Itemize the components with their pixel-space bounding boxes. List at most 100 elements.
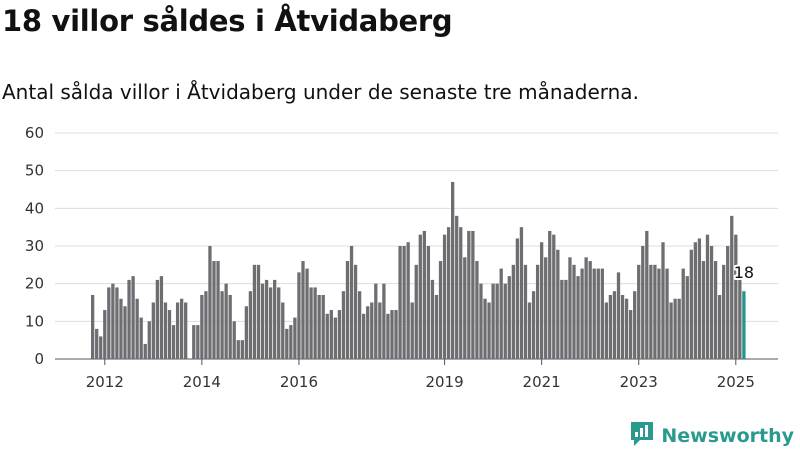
bar bbox=[738, 276, 742, 359]
bar bbox=[600, 268, 604, 359]
bar bbox=[717, 294, 722, 359]
bar bbox=[155, 279, 160, 359]
bar bbox=[374, 283, 378, 359]
bar bbox=[406, 242, 410, 359]
bar bbox=[519, 227, 524, 359]
bar bbox=[446, 227, 451, 359]
bar bbox=[608, 294, 613, 359]
y-tick-label: 40 bbox=[25, 199, 44, 217]
y-tick-label: 50 bbox=[25, 162, 44, 180]
bar bbox=[91, 294, 95, 359]
bar bbox=[167, 310, 172, 359]
bar bbox=[179, 298, 184, 359]
bar bbox=[426, 246, 431, 359]
bar bbox=[268, 287, 273, 359]
bar bbox=[612, 291, 617, 359]
bar bbox=[507, 276, 511, 359]
bar bbox=[479, 283, 483, 359]
bar bbox=[645, 230, 649, 359]
bar bbox=[390, 310, 394, 359]
bar bbox=[697, 238, 702, 359]
bar bbox=[451, 181, 455, 359]
bar bbox=[628, 310, 633, 359]
bar bbox=[673, 298, 677, 359]
bar bbox=[487, 302, 491, 359]
bar bbox=[264, 279, 269, 359]
bar bbox=[701, 261, 706, 359]
bar bbox=[135, 298, 139, 359]
bar bbox=[491, 283, 495, 359]
bar bbox=[515, 238, 520, 359]
bar bbox=[277, 287, 281, 359]
bar bbox=[127, 279, 131, 359]
bar bbox=[402, 246, 406, 359]
bar bbox=[669, 302, 673, 359]
bar bbox=[212, 261, 216, 359]
bar bbox=[341, 291, 346, 359]
bar bbox=[285, 328, 289, 359]
bar bbox=[572, 264, 576, 359]
bar bbox=[657, 268, 661, 359]
bar bbox=[394, 310, 398, 359]
bar bbox=[665, 268, 669, 359]
bar bbox=[730, 215, 734, 359]
bar bbox=[99, 336, 103, 359]
bar bbox=[228, 294, 232, 359]
y-tick-label: 30 bbox=[25, 237, 44, 255]
bar bbox=[273, 279, 277, 359]
bar bbox=[103, 310, 107, 359]
bar bbox=[434, 294, 439, 359]
bar bbox=[382, 283, 386, 359]
bar bbox=[216, 261, 220, 359]
bar bbox=[236, 340, 240, 359]
bar bbox=[244, 306, 249, 359]
bar bbox=[163, 302, 168, 359]
bar bbox=[653, 264, 657, 359]
bar bbox=[325, 313, 329, 359]
bar bbox=[386, 313, 390, 359]
bar bbox=[224, 283, 228, 359]
bar bbox=[192, 325, 196, 359]
x-tick-label: 2014 bbox=[183, 373, 221, 391]
bar bbox=[147, 321, 151, 359]
x-tick-label: 2012 bbox=[86, 373, 124, 391]
bar bbox=[232, 321, 236, 359]
data-labels: 18 bbox=[732, 261, 756, 284]
bar bbox=[289, 325, 293, 359]
y-tick-label: 10 bbox=[25, 312, 44, 330]
bar bbox=[301, 261, 305, 359]
bar bbox=[713, 261, 718, 359]
bar bbox=[151, 302, 155, 359]
bar bbox=[293, 317, 297, 359]
bar bbox=[503, 283, 507, 359]
bar bbox=[459, 227, 463, 359]
bar bbox=[313, 287, 317, 359]
bar bbox=[633, 291, 637, 359]
last-value-label: 18 bbox=[734, 263, 754, 282]
bar bbox=[552, 234, 556, 359]
bar bbox=[349, 246, 354, 359]
bar bbox=[131, 276, 135, 359]
bar bbox=[184, 302, 188, 359]
bar bbox=[362, 313, 366, 359]
newsworthy-logo[interactable]: Newsworthy bbox=[629, 420, 794, 452]
bar bbox=[256, 264, 261, 359]
bar bbox=[248, 291, 253, 359]
bar bbox=[527, 302, 532, 359]
bar bbox=[370, 302, 374, 359]
bar bbox=[410, 302, 414, 359]
bar bbox=[430, 279, 435, 359]
bar bbox=[422, 230, 426, 359]
bar bbox=[321, 294, 325, 359]
bar bbox=[483, 298, 487, 359]
bar bbox=[107, 287, 111, 359]
bar bbox=[471, 230, 475, 359]
bar bbox=[523, 264, 528, 359]
bar bbox=[560, 279, 564, 359]
bar bbox=[556, 249, 560, 359]
bar bbox=[143, 343, 147, 359]
bar bbox=[455, 215, 459, 359]
bar bbox=[378, 302, 382, 359]
bar bbox=[337, 310, 342, 359]
bar bbox=[123, 306, 127, 359]
